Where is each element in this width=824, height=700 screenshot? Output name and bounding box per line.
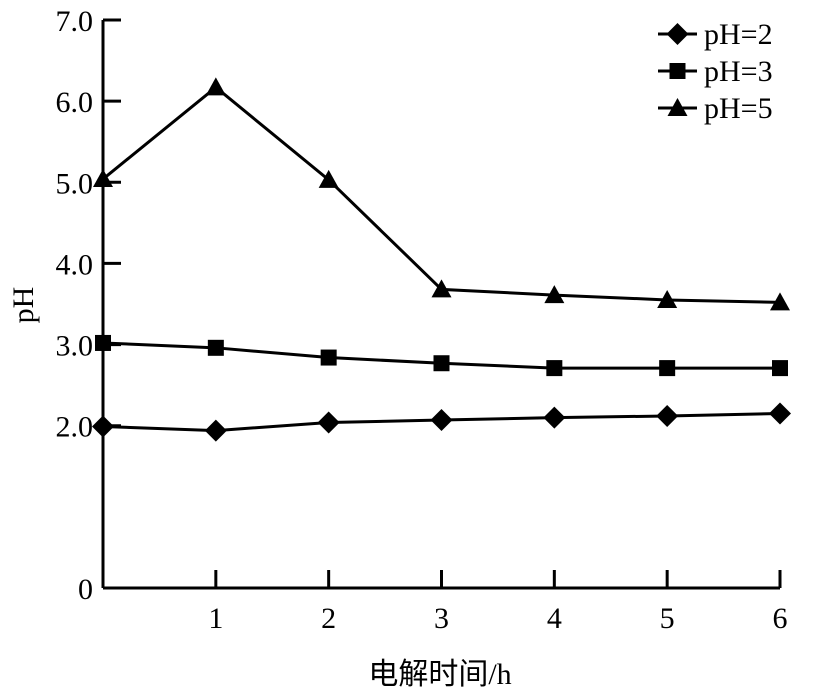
y-tick-label: 7.0: [56, 5, 94, 38]
triangle-marker: [667, 98, 688, 116]
legend-item: pH=2: [658, 18, 773, 51]
diamond-marker: [666, 23, 689, 45]
triangle-marker: [657, 289, 678, 308]
diamond-marker: [92, 415, 114, 438]
x-axis-title: 电解时间/h: [368, 658, 511, 691]
legend-label: pH=2: [704, 18, 773, 51]
square-marker: [772, 360, 788, 377]
x-tick-label: 1: [208, 602, 223, 635]
square-marker: [207, 339, 224, 356]
y-tick-label: 0: [78, 573, 93, 606]
x-tick-label: 6: [773, 602, 788, 635]
legend-item: pH=5: [658, 92, 773, 125]
triangle-marker: [544, 285, 565, 304]
x-tick-label: 5: [660, 602, 675, 635]
y-axis-title: pH: [7, 287, 40, 324]
series-ph-3: [95, 334, 788, 377]
square-marker: [433, 355, 450, 372]
y-tick-label: 5.0: [56, 167, 94, 200]
diamond-marker: [204, 419, 227, 442]
x-tick-label: 3: [434, 602, 449, 635]
square-marker: [659, 360, 676, 377]
diamond-marker: [769, 402, 791, 425]
square-marker: [669, 63, 686, 79]
legend-label: pH=5: [704, 92, 773, 125]
x-ticks: 1 2 3 4 5 6: [208, 570, 788, 635]
triangle-marker: [431, 279, 452, 298]
triangle-marker: [770, 292, 790, 311]
legend-label: pH=3: [704, 55, 773, 88]
diamond-marker: [430, 409, 453, 432]
triangle-marker: [93, 169, 113, 188]
y-tick-label: 3.0: [56, 330, 94, 363]
legend-item: pH=3: [658, 55, 773, 88]
x-tick-label: 2: [321, 602, 336, 635]
y-tick-label: 2.0: [56, 411, 94, 444]
series-ph-5: [93, 77, 790, 311]
square-marker: [95, 334, 111, 351]
axes: 0 2.0 3.0 4.0 5.0 6.0 7.0 1 2 3 4 5 6: [56, 5, 788, 635]
triangle-marker: [318, 169, 339, 188]
series-layer: [92, 77, 791, 442]
y-tick-label: 6.0: [56, 86, 94, 119]
series-ph-2: [92, 402, 791, 442]
diamond-marker: [317, 411, 340, 434]
square-marker: [320, 349, 337, 366]
diamond-marker: [543, 406, 566, 429]
legend: pH=2 pH=3 pH=5: [658, 18, 773, 125]
y-tick-label: 4.0: [56, 248, 94, 281]
square-marker: [546, 360, 563, 377]
y-ticks: 0 2.0 3.0 4.0 5.0 6.0 7.0: [56, 5, 121, 606]
x-tick-label: 4: [547, 602, 562, 635]
series-line: [102, 85, 781, 304]
diamond-marker: [656, 404, 679, 427]
triangle-marker: [205, 77, 226, 96]
